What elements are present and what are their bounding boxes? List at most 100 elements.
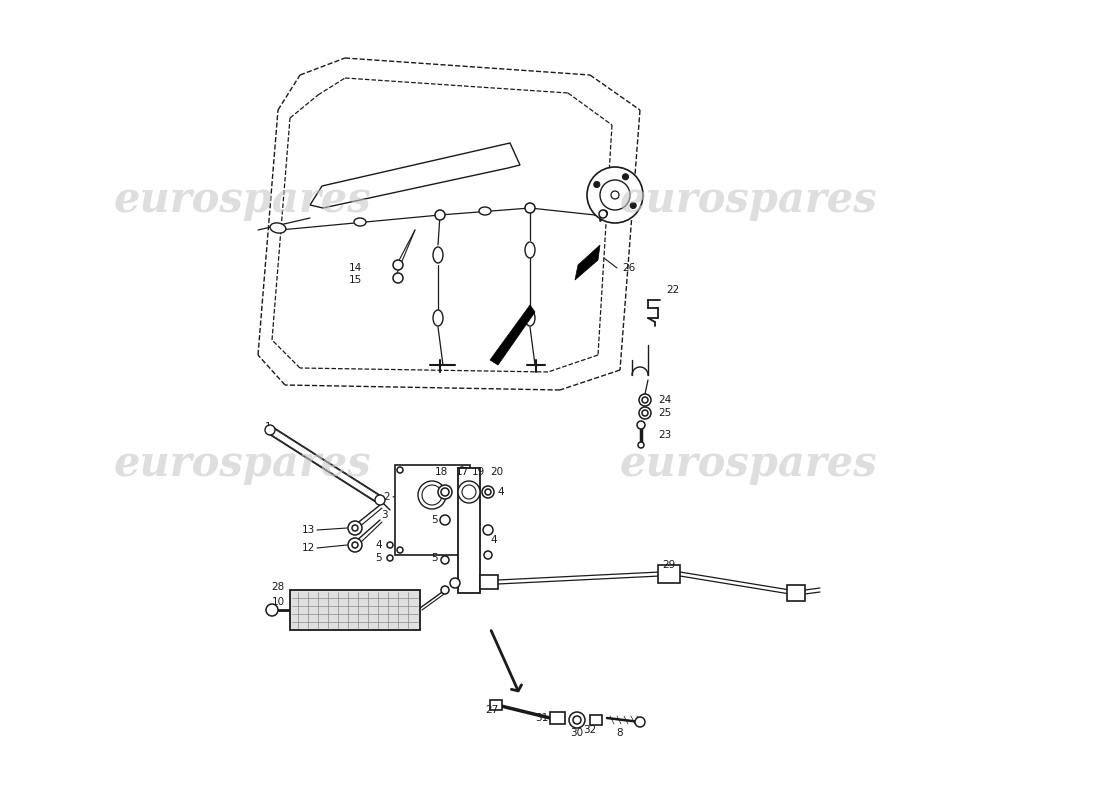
- Circle shape: [375, 495, 385, 505]
- Ellipse shape: [525, 242, 535, 258]
- Text: 4: 4: [375, 540, 382, 550]
- Text: eurospares: eurospares: [619, 179, 877, 221]
- Circle shape: [587, 167, 643, 223]
- Circle shape: [573, 716, 581, 724]
- Text: eurospares: eurospares: [113, 179, 371, 221]
- Circle shape: [482, 486, 494, 498]
- Circle shape: [459, 467, 465, 473]
- Text: 1: 1: [265, 422, 272, 432]
- Circle shape: [440, 515, 450, 525]
- Circle shape: [422, 485, 442, 505]
- Circle shape: [642, 410, 648, 416]
- Circle shape: [441, 488, 449, 496]
- Circle shape: [610, 191, 619, 199]
- Ellipse shape: [433, 310, 443, 326]
- Circle shape: [397, 467, 403, 473]
- Text: 8: 8: [617, 728, 624, 738]
- Text: 4: 4: [497, 487, 504, 497]
- Text: 13: 13: [301, 525, 315, 535]
- Circle shape: [623, 174, 628, 180]
- Circle shape: [462, 485, 476, 499]
- Text: 4: 4: [490, 535, 496, 545]
- Circle shape: [485, 489, 491, 495]
- Ellipse shape: [478, 207, 491, 215]
- Bar: [490, 700, 502, 710]
- Circle shape: [483, 525, 493, 535]
- Circle shape: [637, 421, 645, 429]
- Circle shape: [387, 555, 393, 561]
- Circle shape: [393, 260, 403, 270]
- Circle shape: [441, 586, 449, 594]
- Circle shape: [387, 542, 393, 548]
- Circle shape: [630, 202, 636, 209]
- Circle shape: [594, 182, 600, 187]
- Bar: [458, 468, 480, 593]
- Circle shape: [441, 556, 449, 564]
- Bar: [290, 590, 420, 630]
- Circle shape: [569, 712, 585, 728]
- Text: 25: 25: [658, 408, 671, 418]
- Bar: [590, 715, 602, 725]
- Circle shape: [484, 551, 492, 559]
- Circle shape: [639, 394, 651, 406]
- Text: 29: 29: [662, 560, 675, 570]
- Text: 15: 15: [349, 275, 362, 285]
- Text: 5: 5: [431, 553, 438, 563]
- Text: 32: 32: [583, 725, 596, 735]
- Circle shape: [266, 604, 278, 616]
- Text: 19: 19: [472, 467, 485, 477]
- Text: 3: 3: [382, 510, 388, 520]
- Text: 5: 5: [431, 515, 438, 525]
- Polygon shape: [310, 143, 520, 208]
- Ellipse shape: [433, 247, 443, 263]
- Text: 18: 18: [434, 467, 448, 477]
- Circle shape: [418, 481, 446, 509]
- Text: 20: 20: [490, 467, 503, 477]
- Text: 22: 22: [666, 285, 680, 295]
- Ellipse shape: [271, 223, 286, 233]
- Text: 27: 27: [485, 705, 498, 715]
- Text: 26: 26: [621, 263, 636, 273]
- Circle shape: [639, 407, 651, 419]
- Circle shape: [638, 442, 644, 448]
- Circle shape: [352, 525, 358, 531]
- Polygon shape: [575, 245, 600, 280]
- Circle shape: [458, 481, 480, 503]
- Text: 10: 10: [272, 597, 285, 607]
- Ellipse shape: [354, 218, 366, 226]
- Bar: [480, 575, 498, 589]
- Text: 14: 14: [349, 263, 362, 273]
- Circle shape: [348, 538, 362, 552]
- Circle shape: [600, 210, 607, 218]
- Circle shape: [393, 273, 403, 283]
- Bar: [786, 585, 805, 601]
- Bar: [658, 565, 680, 583]
- Circle shape: [525, 203, 535, 213]
- Text: eurospares: eurospares: [113, 443, 371, 485]
- Bar: [395, 465, 470, 555]
- Text: eurospares: eurospares: [619, 443, 877, 485]
- Circle shape: [438, 485, 452, 499]
- Text: 2: 2: [384, 492, 390, 502]
- Text: 30: 30: [571, 728, 584, 738]
- Circle shape: [434, 210, 446, 220]
- Circle shape: [602, 210, 607, 216]
- Circle shape: [397, 547, 403, 553]
- Text: 24: 24: [658, 395, 671, 405]
- Text: 28: 28: [272, 582, 285, 592]
- Circle shape: [352, 542, 358, 548]
- Text: 12: 12: [301, 543, 315, 553]
- Text: 17: 17: [456, 467, 470, 477]
- Circle shape: [635, 717, 645, 727]
- Circle shape: [348, 521, 362, 535]
- Text: 31: 31: [535, 713, 548, 723]
- Polygon shape: [490, 305, 535, 365]
- Ellipse shape: [525, 310, 535, 326]
- Circle shape: [459, 547, 465, 553]
- Text: 23: 23: [658, 430, 671, 440]
- Text: 5: 5: [375, 553, 382, 563]
- Circle shape: [450, 578, 460, 588]
- Circle shape: [600, 180, 630, 210]
- Circle shape: [642, 397, 648, 403]
- Circle shape: [265, 425, 275, 435]
